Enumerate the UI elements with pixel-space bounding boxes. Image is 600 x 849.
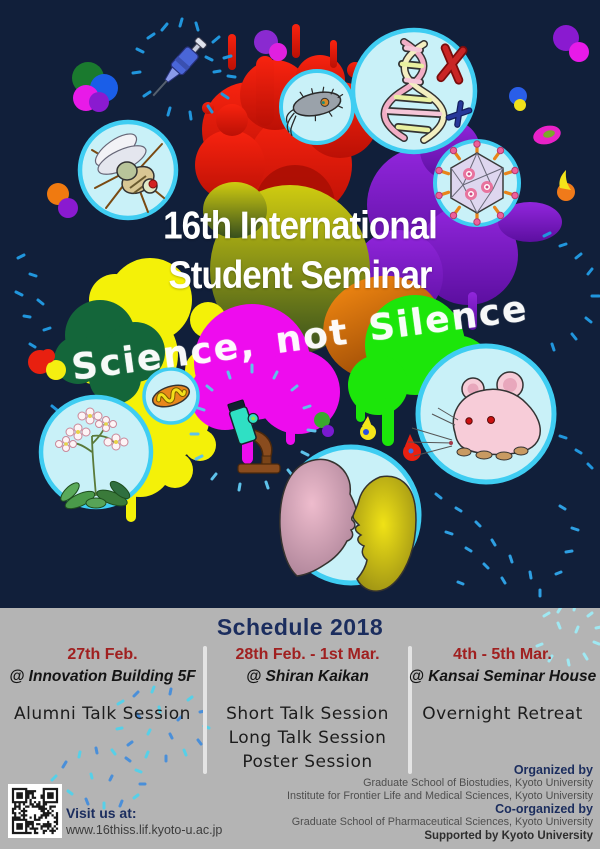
supported-by-line: Supported by Kyoto University — [424, 829, 593, 842]
schedule-heading: Schedule 2018 — [216, 614, 384, 640]
arabidopsis-plant-icon — [38, 394, 154, 510]
dna-chromosomes-icon — [350, 27, 478, 155]
fruit-fly-icon — [77, 119, 179, 221]
column-divider — [408, 646, 412, 774]
multicolor-blob — [72, 62, 118, 112]
bacterium-icon — [279, 69, 355, 145]
session-item: Long Talk Session — [228, 728, 387, 748]
poster-title-line1: 16th International — [163, 204, 438, 248]
organizers-block: Organized by Graduate School of Biostudi… — [287, 763, 593, 843]
session-item: Short Talk Session — [226, 704, 389, 724]
schedule-date: 4th - 5th Mar. — [453, 646, 552, 663]
green-purple-blob — [314, 412, 334, 437]
visit-block: Visit us at: www.16thiss.lif.kyoto-u.ac.… — [66, 804, 222, 839]
schedule-date: 28th Feb. - 1st Mar. — [235, 646, 380, 663]
session-item: Poster Session — [242, 752, 373, 772]
orange-purple-blob — [47, 183, 78, 218]
organized-by-label: Organized by — [513, 763, 593, 777]
yellow-droplet — [360, 416, 376, 440]
schedule-date: 27th Feb. — [67, 646, 138, 663]
lab-mouse-icon — [407, 343, 557, 485]
co-organizer-line: Graduate School of Pharmaceutical Scienc… — [291, 816, 593, 828]
magenta-cell-blob — [533, 125, 561, 145]
blue-yellow-droplet — [509, 87, 527, 111]
virus-capsid-icon — [433, 139, 521, 227]
session-item: Alumni Talk Session — [14, 704, 191, 724]
schedule-venue: @ Innovation Building 5F — [9, 668, 196, 685]
poster-title-line2: Student Seminar — [168, 253, 432, 297]
orange-yellow-drop — [557, 170, 575, 201]
schedule-venue: @ Kansai Seminar House — [408, 668, 597, 685]
schedule-column-3: 4th - 5th Mar. @ Kansai Seminar House Ov… — [405, 644, 600, 726]
confetti — [14, 17, 600, 598]
schedule-section: Schedule 2018 27th Feb. @ Innovation Bui… — [0, 608, 600, 849]
conversation-faces-icon — [279, 444, 422, 592]
purple-magenta-blob — [254, 30, 287, 61]
visit-label: Visit us at: — [66, 805, 137, 821]
flower — [55, 407, 129, 452]
mitochondrion-icon — [142, 367, 200, 425]
micropipette-icon — [152, 37, 207, 97]
purple-magenta-blob-right — [553, 25, 589, 62]
qr-code — [8, 784, 62, 838]
poster-title: 16th International Student Seminar — [0, 201, 600, 300]
schedule-column-2: 28th Feb. - 1st Mar. @ Shiran Kaikan Sho… — [205, 644, 410, 774]
session-item: Overnight Retreat — [422, 704, 583, 724]
organizer-line: Institute for Frontier Life and Medical … — [286, 789, 593, 802]
website-url: www.16thiss.lif.kyoto-u.ac.jp — [66, 823, 223, 837]
poster-artwork — [14, 17, 600, 598]
red-yellow-blob — [28, 349, 66, 380]
organizer-line: Graduate School of Biostudies, Kyoto Uni… — [363, 777, 593, 789]
column-divider — [203, 646, 207, 774]
paint-blobs — [28, 25, 589, 461]
schedule-column-1: 27th Feb. @ Innovation Building 5F Alumn… — [0, 644, 205, 726]
co-organized-by-label: Co-organized by — [495, 802, 593, 816]
microscope-icon — [227, 399, 281, 474]
red-droplet — [403, 434, 421, 461]
olive-face — [352, 475, 417, 592]
schedule-venue: @ Shiran Kaikan — [246, 668, 369, 685]
